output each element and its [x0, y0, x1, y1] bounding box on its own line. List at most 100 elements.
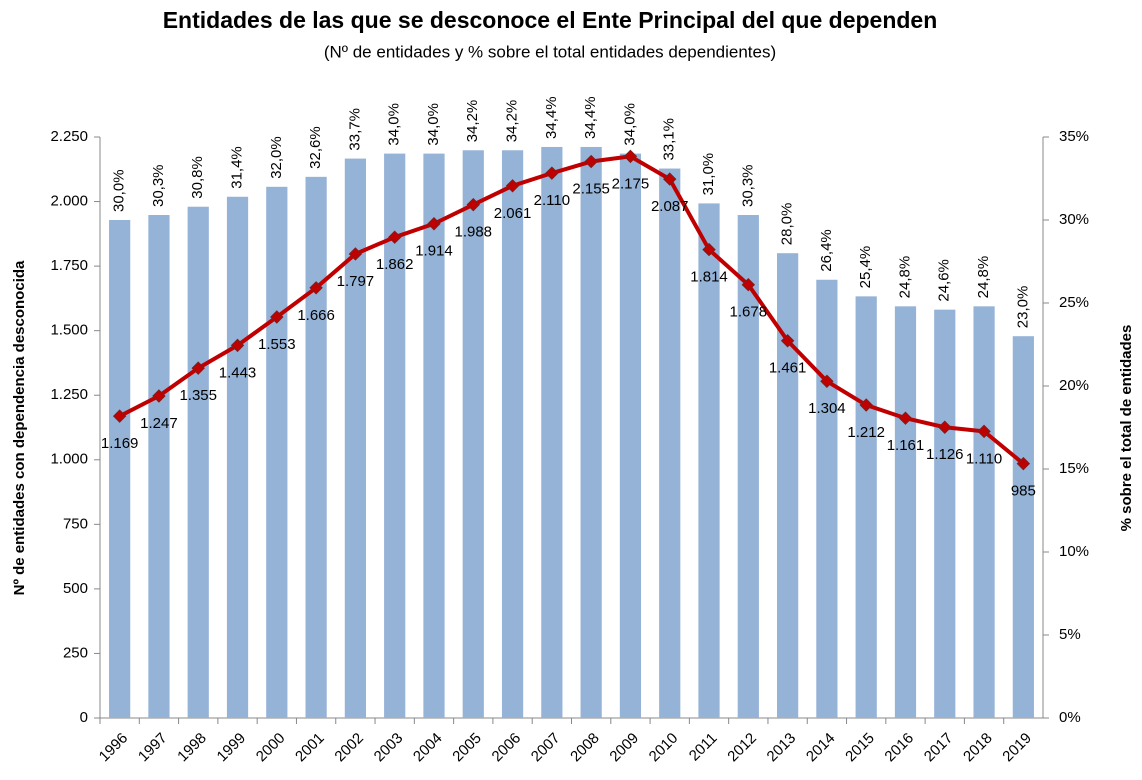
marker	[584, 154, 598, 169]
y2-tick-label: 35%	[1059, 128, 1089, 145]
x-tick-label: 2000	[253, 730, 289, 766]
x-tick-label: 2016	[881, 730, 917, 766]
y2-tick-label: 20%	[1059, 377, 1089, 394]
marker	[820, 374, 834, 388]
marker	[623, 149, 638, 164]
x-tick-label: 2001	[292, 730, 328, 766]
line-label: 2.110	[534, 192, 570, 209]
line-label: 1.169	[101, 435, 139, 452]
marker	[309, 281, 323, 295]
y2-tick-label: 10%	[1059, 543, 1089, 560]
x-tick-label: 2009	[606, 730, 642, 766]
chart-title: Entidades de las que se desconoce el Ent…	[163, 7, 938, 33]
bar	[1012, 336, 1034, 718]
marker	[112, 409, 127, 423]
marker	[270, 310, 284, 324]
line-label: 1.443	[219, 364, 257, 381]
x-tick-label: 2015	[842, 730, 878, 766]
bar-label: 23,0%	[1014, 286, 1031, 329]
y2-axis-label: % sobre el total de entidades	[1118, 325, 1135, 532]
bar-label: 30,0%	[111, 169, 128, 212]
marker	[741, 277, 756, 292]
y-tick-label: 750	[63, 515, 88, 532]
x-tick-label: 2002	[331, 730, 367, 766]
bar	[226, 196, 249, 718]
x-tick-label: 1996	[96, 730, 132, 766]
bar-label: 34,4%	[582, 96, 599, 139]
marker	[1016, 456, 1031, 471]
line-label: 2.061	[494, 205, 532, 222]
chart-subtitle: (Nº de entidades y % sobre el total enti…	[324, 42, 776, 61]
y-tick-label: 500	[63, 580, 88, 597]
bar	[737, 215, 759, 718]
x-tick-label: 2019	[999, 730, 1035, 766]
bar-label: 24,8%	[975, 256, 992, 299]
y-axis-label: Nº de entidades con dependencia desconoc…	[11, 260, 28, 595]
y-tick-label: 1.000	[50, 451, 88, 468]
line-label: 1.355	[179, 387, 217, 404]
bar	[816, 279, 838, 718]
bar-label: 30,3%	[739, 164, 756, 207]
x-tick-label: 2018	[960, 730, 996, 766]
marker	[859, 398, 873, 412]
line-label: 1.110	[966, 450, 1002, 467]
x-tick-label: 2004	[410, 730, 446, 766]
line-label: 1.666	[297, 307, 335, 324]
marker	[938, 420, 952, 434]
x-tick-label: 1997	[135, 730, 171, 766]
y2-tick-label: 25%	[1059, 294, 1089, 311]
bar-label: 33,7%	[346, 108, 363, 151]
marker	[427, 217, 441, 231]
bar-label: 34,2%	[464, 100, 481, 143]
y-tick-label: 1.250	[50, 386, 88, 403]
bar	[462, 150, 484, 718]
bar	[541, 146, 563, 718]
bar-label: 31,4%	[228, 146, 245, 189]
bar-label: 28,0%	[779, 203, 796, 246]
line-label: 1.126	[926, 446, 964, 463]
bar-label: 34,0%	[425, 103, 442, 146]
line-label: 1.988	[454, 224, 492, 241]
x-tick-label: 2012	[724, 730, 760, 766]
marker	[505, 179, 520, 193]
line-label: 1.914	[415, 243, 453, 260]
bar	[934, 309, 956, 718]
bar	[148, 215, 170, 718]
y2-tick-label: 0%	[1059, 709, 1081, 726]
line-label: 1.161	[887, 437, 925, 454]
y-tick-label: 0	[80, 709, 88, 726]
bar	[776, 253, 799, 718]
bar-label: 32,0%	[268, 136, 285, 179]
marker	[663, 172, 677, 186]
bar-label: 34,0%	[621, 103, 638, 146]
marker	[348, 247, 363, 261]
bar	[266, 186, 288, 719]
line-label: 985	[1011, 483, 1036, 500]
bar	[659, 168, 681, 719]
y-tick-label: 1.750	[50, 257, 88, 274]
line-label: 1.678	[730, 304, 768, 321]
x-tick-label: 2006	[489, 730, 525, 766]
bar	[423, 153, 445, 719]
line-label: 1.797	[337, 273, 375, 290]
line-label: 1.247	[140, 415, 178, 432]
x-tick-label: 2010	[646, 730, 682, 766]
marker	[898, 411, 913, 425]
bar-label: 24,6%	[936, 259, 953, 302]
y-tick-label: 2.250	[50, 128, 88, 145]
line-label: 1.553	[258, 336, 296, 353]
x-tick-label: 1998	[174, 730, 210, 766]
line-label: 2.155	[572, 180, 610, 197]
bar	[580, 146, 602, 718]
y2-tick-label: 15%	[1059, 460, 1089, 477]
y-tick-label: 1.500	[50, 322, 88, 339]
bar-label: 34,0%	[386, 103, 403, 146]
bar	[344, 158, 367, 718]
x-tick-label: 2008	[567, 730, 603, 766]
marker	[702, 242, 716, 257]
line-label: 1.461	[769, 360, 807, 377]
marker	[466, 197, 480, 212]
marker	[152, 389, 166, 403]
line-label: 2.087	[651, 198, 689, 215]
